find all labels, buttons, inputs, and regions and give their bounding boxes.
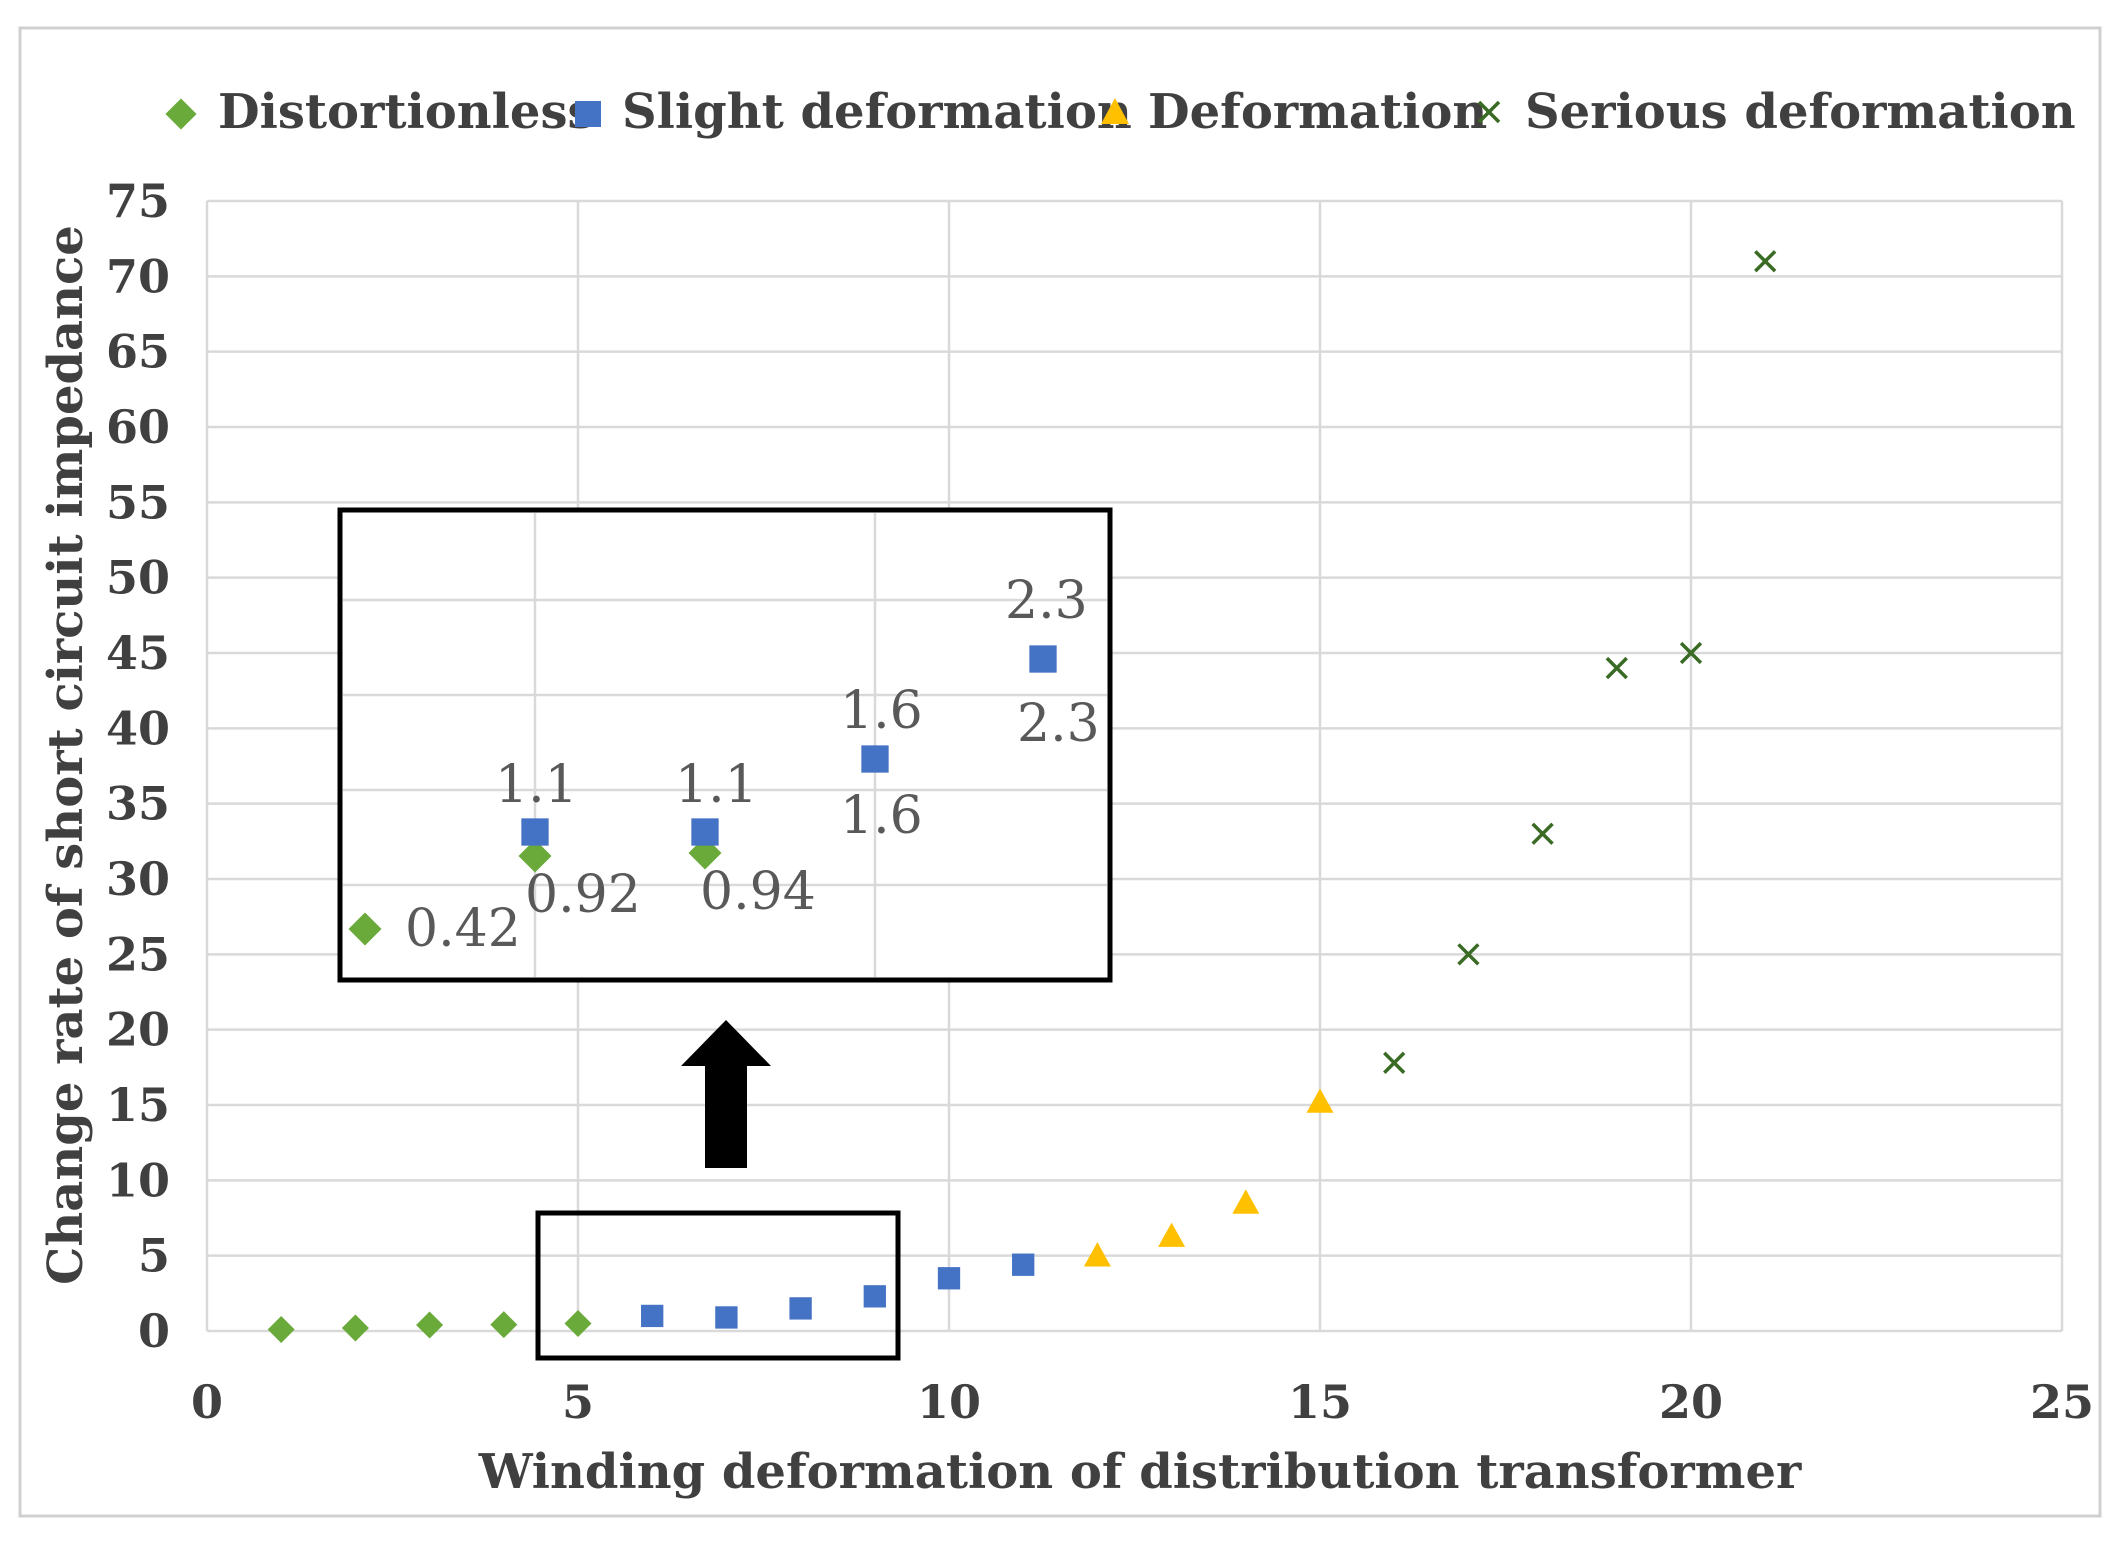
legend-item-slight-deformation: Slight deformation — [575, 84, 1132, 140]
x-axis-label: Winding deformation of distribution tran… — [478, 1444, 1802, 1500]
y-tick-label: 75 — [106, 174, 170, 228]
inset-data-label: 0.94 — [700, 862, 816, 922]
data-point-diamond — [341, 1314, 369, 1342]
inset-data-label: 1.6 — [840, 681, 923, 741]
x-tick-label: 5 — [562, 1375, 594, 1429]
y-tick-label: 60 — [106, 400, 170, 454]
inset-data-label: 0.42 — [405, 899, 521, 959]
x-tick-label: 15 — [1288, 1375, 1352, 1429]
zoom-source-box — [535, 1210, 901, 1361]
data-point-triangle — [1158, 1222, 1186, 1247]
y-tick-label: 50 — [106, 551, 170, 605]
y-tick-label: 20 — [106, 1003, 170, 1057]
data-point-triangle — [1083, 1242, 1111, 1267]
data-point-square — [789, 1297, 812, 1320]
legend-label-serious-deformation: Serious deformation — [1525, 84, 2076, 140]
data-point-diamond — [564, 1309, 592, 1337]
data-point-x — [1531, 822, 1554, 845]
inset-data-label: 1.1 — [675, 755, 758, 815]
inset-data-label: 0.92 — [525, 865, 641, 925]
inset-point-square — [1029, 645, 1057, 673]
data-point-x — [1754, 250, 1777, 273]
data-point-square — [1012, 1253, 1035, 1276]
y-tick-label: 45 — [106, 626, 170, 680]
x-tick-label: 25 — [2030, 1375, 2094, 1429]
data-point-x — [1457, 943, 1480, 966]
inset-point-diamond — [518, 839, 552, 873]
y-tick-label: 30 — [106, 852, 170, 906]
data-points — [267, 250, 1777, 1343]
data-point-square — [937, 1267, 961, 1290]
legend-marker-diamond — [165, 98, 197, 130]
y-tick-label: 5 — [138, 1229, 170, 1283]
data-point-square — [715, 1306, 738, 1329]
legend-marker-x — [1477, 100, 1501, 124]
y-tick-label: 65 — [106, 325, 170, 379]
inset-data-label: 1.6 — [840, 786, 923, 846]
legend-label-deformation: Deformation — [1148, 84, 1487, 140]
legend: Distortionless Slight deformation Deform… — [165, 84, 2076, 140]
inset-point-diamond — [348, 912, 382, 946]
zoom-inset: 0.420.92 0.94 1.1 1.1 1.6 1.6 2.3 2.3 — [337, 507, 1113, 983]
data-point-triangle — [1232, 1189, 1260, 1214]
legend-item-distortionless: Distortionless — [165, 84, 595, 140]
legend-marker-square — [575, 101, 601, 127]
y-tick-label: 40 — [106, 701, 170, 755]
inset-data-label: 2.3 — [1017, 694, 1100, 754]
y-axis-label: Change rate of short circuit impedance — [38, 225, 94, 1285]
inset-data-label: 1.1 — [495, 755, 578, 815]
y-tick-label: 25 — [106, 927, 170, 981]
inset-data-label: 2.3 — [1005, 571, 1088, 631]
y-tick-label: 0 — [138, 1304, 170, 1358]
data-point-x — [1383, 1051, 1406, 1074]
data-point-square — [863, 1285, 886, 1308]
data-point-square — [641, 1304, 664, 1328]
zoom-arrow — [681, 1020, 771, 1168]
legend-item-serious-deformation: Serious deformation — [1477, 84, 2076, 140]
y-tick-label: 15 — [106, 1078, 170, 1132]
data-point-x — [1679, 641, 1703, 665]
y-tick-label: 10 — [106, 1153, 170, 1207]
data-point-diamond — [490, 1311, 518, 1339]
x-tick-label: 20 — [1659, 1375, 1723, 1429]
data-point-diamond — [416, 1311, 444, 1339]
legend-marker-triangle — [1101, 98, 1129, 124]
legend-label-slight-deformation: Slight deformation — [622, 84, 1132, 140]
y-tick-label: 70 — [106, 249, 170, 303]
axes: 0 5 10 15 20 25 30 35 40 45 50 55 60 65 70 75 0 5 10 15 20 25 — [106, 174, 2094, 1429]
legend-label-distortionless: Distortionless — [218, 84, 595, 140]
inset-point-square — [691, 818, 719, 846]
data-point-triangle — [1306, 1088, 1334, 1113]
inset-point-square — [521, 818, 549, 846]
y-tick-label: 35 — [106, 777, 170, 831]
data-point-x — [1605, 656, 1628, 680]
inset-point-square — [861, 745, 889, 773]
x-tick-label: 0 — [191, 1375, 223, 1429]
y-tick-label: 55 — [106, 475, 170, 529]
data-point-diamond — [267, 1315, 295, 1343]
inset-box — [337, 507, 1113, 983]
x-tick-label: 10 — [917, 1375, 981, 1429]
legend-item-deformation: Deformation — [1101, 84, 1487, 140]
